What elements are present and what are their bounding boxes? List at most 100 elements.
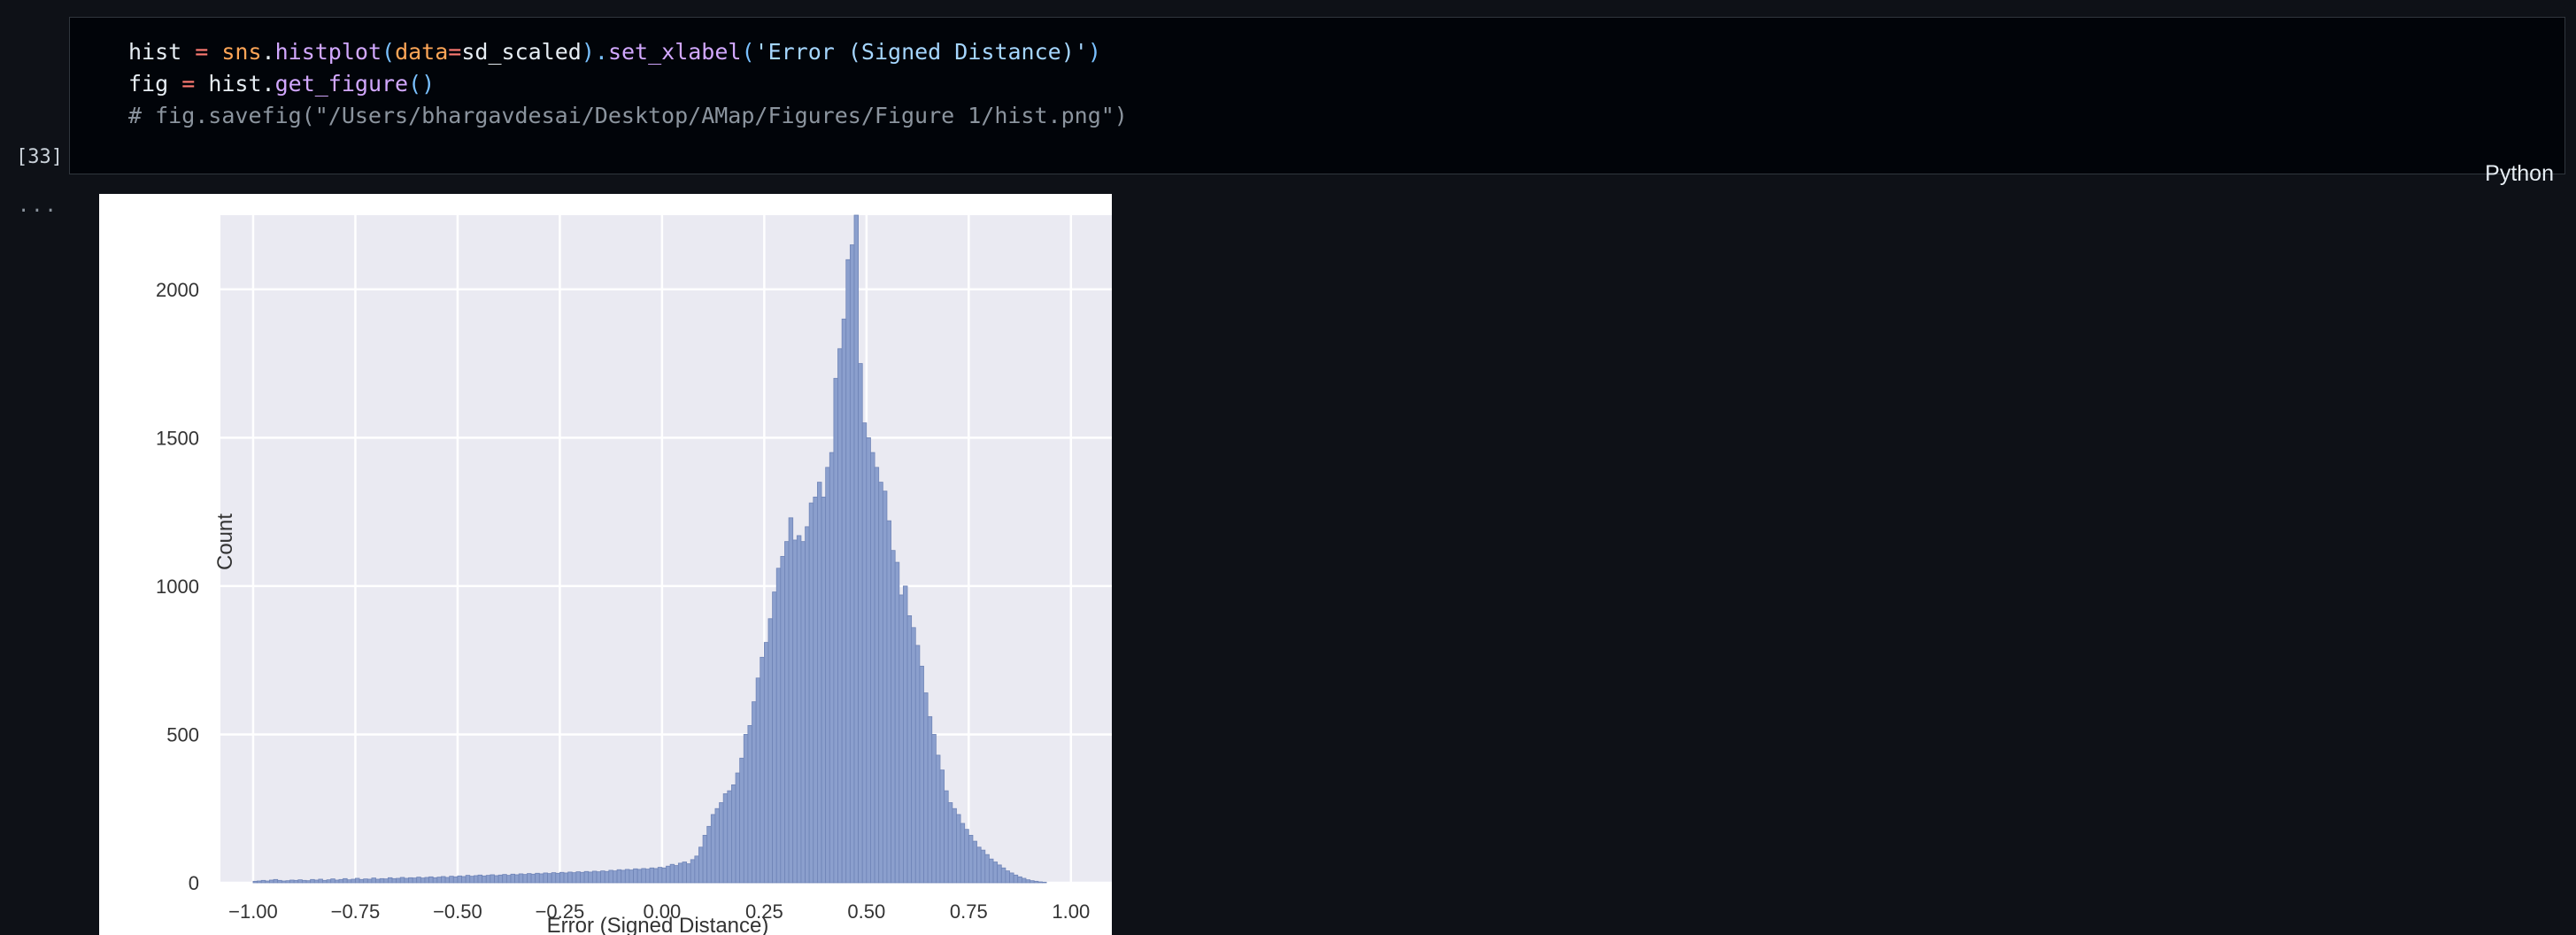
histogram-bar (1009, 872, 1014, 884)
histogram-bar (923, 692, 929, 884)
histogram-bar (849, 244, 855, 884)
code-cell[interactable]: hist = sns.histplot(data=sd_scaled).set_… (69, 17, 2565, 186)
code-token: sd_scaled (461, 39, 582, 65)
histogram-bar (485, 875, 491, 884)
code-line-2[interactable]: fig = hist.get_figure() (128, 71, 435, 97)
code-token: ) (1087, 39, 1101, 65)
histogram-bar (285, 880, 290, 884)
histogram-bar (559, 871, 565, 884)
histogram-bar (710, 814, 716, 884)
histogram-bar (555, 872, 560, 884)
histogram-bar (989, 858, 994, 884)
histogram-bar (297, 879, 303, 884)
histogram-bar (735, 772, 741, 884)
histogram-bar (420, 877, 426, 884)
histogram-bar (947, 802, 953, 884)
code-token: = (168, 71, 209, 97)
code-token: ( (382, 39, 396, 65)
histogram-bar (743, 734, 749, 884)
histogram-bar (530, 873, 536, 884)
histogram-bar (858, 363, 863, 884)
histogram-bar (935, 754, 941, 884)
histogram-bar (343, 877, 348, 884)
histogram-bar (780, 555, 785, 884)
histogram-bar (968, 834, 974, 884)
histogram-bar (497, 874, 504, 884)
histogram-bar (752, 701, 757, 884)
histogram-bar (944, 790, 949, 884)
language-label[interactable]: Python (2485, 161, 2554, 186)
histogram-bar (686, 863, 691, 884)
code-token: 'Error (Signed Distance)' (754, 39, 1088, 65)
histogram-bar (351, 878, 356, 884)
code-token: sns (221, 39, 262, 65)
histogram-bar (366, 878, 373, 884)
bars-layer (252, 214, 1047, 884)
code-token: ). (581, 39, 608, 65)
histogram-bar (387, 877, 393, 884)
histogram-bar (575, 871, 581, 884)
histogram-bar (874, 467, 880, 884)
histogram-bar (653, 868, 659, 884)
histogram-bar (698, 846, 704, 884)
histogram-bar (788, 517, 794, 884)
code-token: get_figure (274, 71, 409, 97)
histogram-bar (265, 880, 270, 884)
histogram-bar (657, 867, 663, 884)
histogram-bar (731, 784, 737, 884)
histogram-bar (465, 875, 471, 884)
histogram-bar (829, 452, 835, 884)
histogram-bar (899, 594, 904, 884)
histogram-bar (293, 879, 299, 884)
histogram-bar (763, 642, 769, 884)
histogram-bar (641, 868, 646, 884)
code-line-1[interactable]: hist = sns.histplot(data=sd_scaled).set_… (128, 39, 1101, 65)
ticks-layer: −1.00 −0.75 −0.50 −0.25 0.00 0.25 0.50 0.75 1.00… (156, 279, 1090, 923)
histogram-bar (399, 877, 405, 884)
code-token: set_xlabel (607, 39, 742, 65)
y-tick-label: 500 (166, 723, 199, 746)
histogram-bar (338, 878, 343, 884)
histogram-bar (412, 877, 418, 884)
histogram-bar (571, 872, 577, 884)
histogram-bar (391, 877, 397, 884)
histogram-bar (346, 879, 352, 884)
code-token: hist (128, 39, 182, 65)
histogram-bar (1025, 879, 1031, 884)
output-figure: −1.00 −0.75 −0.50 −0.25 0.00 0.25 0.50 0.75 1.00… (99, 194, 1112, 935)
execution-count: [33] (16, 146, 63, 168)
output-more-icon[interactable]: ... (18, 195, 58, 217)
histogram-bar (1033, 880, 1039, 884)
histogram-bar (939, 769, 945, 884)
histogram-bar (792, 539, 798, 884)
histogram-bar (682, 862, 687, 884)
histogram-bar (273, 878, 279, 884)
histogram-bar (866, 437, 871, 884)
histogram-bar (677, 862, 683, 884)
histogram-bar (583, 870, 590, 884)
histogram-bar (383, 878, 389, 884)
code-line-3[interactable]: # fig.savefig("/Users/bhargavdesai/Deskt… (128, 103, 1128, 128)
histogram-bar (813, 496, 818, 884)
histogram-bar (289, 879, 295, 884)
histogram-bar (310, 878, 315, 884)
y-tick-label: 0 (189, 872, 199, 894)
histogram-bar (281, 880, 287, 884)
y-tick-label: 1000 (156, 576, 199, 598)
histogram-bar (719, 802, 724, 884)
histogram-bar (379, 877, 385, 884)
histogram-bar (739, 757, 744, 884)
histogram-bar (469, 876, 474, 884)
histogram-bar (551, 872, 557, 884)
code-token: () (408, 71, 436, 97)
histogram-bar (755, 677, 761, 884)
histogram-bar (604, 870, 610, 884)
histogram-bar (674, 865, 679, 884)
histogram-bar (1000, 867, 1006, 884)
histogram-bar (518, 873, 524, 884)
histogram-bar (449, 876, 454, 884)
histogram-bar (613, 870, 618, 884)
histogram-bar (408, 877, 413, 884)
histogram-bar (976, 846, 982, 884)
histogram-bar (722, 793, 729, 884)
